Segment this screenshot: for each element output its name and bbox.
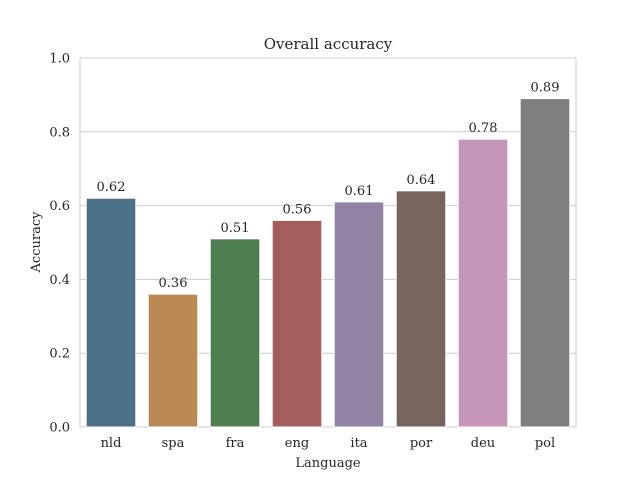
x-tick-label-eng: eng (285, 436, 309, 451)
data-label-pol: 0.89 (531, 81, 560, 96)
bar-pol (519, 98, 571, 428)
x-tick-label-por: por (410, 436, 433, 451)
bar-por (395, 190, 447, 428)
data-label-por: 0.64 (407, 173, 436, 188)
x-tick-label-ita: ita (350, 436, 367, 451)
y-tick-label: 0.2 (49, 347, 70, 362)
y-axis-ticks: 0.0 0.2 0.4 0.6 0.8 1.0 (49, 52, 70, 436)
x-tick-label-fra: fra (226, 436, 245, 451)
y-tick-label: 0.8 (49, 125, 70, 140)
y-axis-label: Accuracy (29, 211, 44, 274)
bar-ita (333, 201, 385, 428)
x-tick-label-spa: spa (162, 436, 185, 451)
x-tick-label-deu: deu (471, 436, 495, 451)
data-label-ita: 0.61 (345, 184, 374, 199)
bar-spa (147, 293, 199, 428)
x-axis-ticks: nld spa fra eng ita por deu pol (101, 436, 556, 451)
y-tick-label: 0.4 (49, 273, 70, 288)
plot-frame (79, 57, 577, 428)
x-tick-label-nld: nld (101, 436, 122, 451)
x-axis-label: Language (295, 456, 361, 471)
bar-deu (457, 138, 509, 428)
data-label-spa: 0.36 (159, 276, 188, 291)
bars (85, 98, 571, 428)
data-label-eng: 0.56 (283, 202, 312, 217)
data-label-fra: 0.51 (221, 221, 250, 236)
data-label-deu: 0.78 (469, 121, 498, 136)
bar-eng (271, 219, 323, 428)
chart-title: Overall accuracy (264, 35, 393, 53)
x-tick-label-pol: pol (535, 436, 555, 451)
y-tick-label: 1.0 (49, 52, 70, 67)
y-tick-label: 0.6 (49, 199, 70, 214)
y-tick-label: 0.0 (49, 421, 70, 436)
data-labels: 0.62 0.36 0.51 0.56 0.61 0.64 0.78 0.89 (97, 81, 560, 292)
data-label-nld: 0.62 (97, 180, 126, 195)
bar-fra (209, 238, 261, 428)
bar-nld (85, 197, 137, 428)
